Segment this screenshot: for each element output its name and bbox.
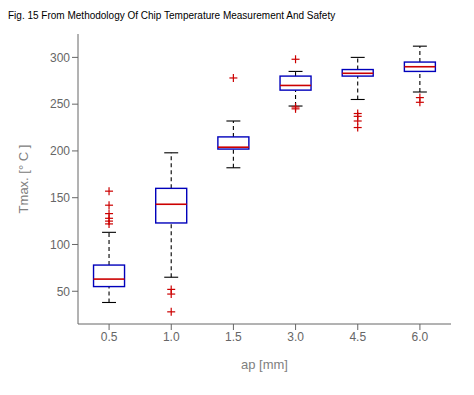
html-text:Fig. 15 From Methodology Of Ch: Fig. 15 From Methodology Of Chip Tempera… (8, 10, 336, 21)
svg-text:0.5: 0.5 (101, 330, 118, 344)
svg-text:1.0: 1.0 (163, 330, 180, 344)
svg-text:100: 100 (50, 238, 70, 252)
svg-text:ap [mm]: ap [mm] (241, 357, 288, 372)
svg-text:250: 250 (50, 97, 70, 111)
svg-text:300: 300 (50, 51, 70, 65)
svg-text:50: 50 (57, 285, 71, 299)
svg-text:4.5: 4.5 (349, 330, 366, 344)
svg-text:6.0: 6.0 (412, 330, 429, 344)
svg-text:3.0: 3.0 (287, 330, 304, 344)
svg-text:Tmax. [° C ]: Tmax. [° C ] (16, 145, 31, 214)
svg-text:1.5: 1.5 (225, 330, 242, 344)
svg-text:200: 200 (50, 144, 70, 158)
svg-text:150: 150 (50, 191, 70, 205)
